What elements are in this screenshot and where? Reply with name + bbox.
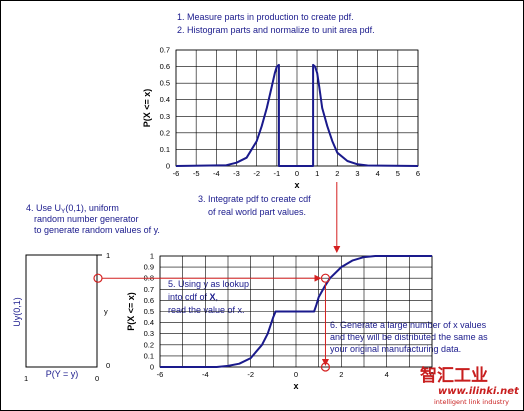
y-tick-label: 1 <box>150 252 154 261</box>
series-line <box>160 255 432 368</box>
step4-subscript: Y <box>61 208 66 215</box>
watermark: 智汇工业 www.ilinki.net intelligent link ind… <box>420 365 520 406</box>
x-tick-label: -2 <box>253 169 260 178</box>
x-tick-label: -5 <box>193 169 200 178</box>
watermark-tagline: intelligent link industry <box>434 398 509 406</box>
x-tick-label: -3 <box>233 169 240 178</box>
x-tick-label: -2 <box>247 370 254 379</box>
x-tick-label: -6 <box>157 370 164 379</box>
step5-text-line1: 5. Using y as lookup <box>168 279 249 289</box>
step4-text-line1: 4. Use UY(0,1), uniform <box>26 203 119 215</box>
uniform-tick-left-label: 1 <box>24 374 28 383</box>
y-tick-label: 0.1 <box>144 351 154 360</box>
step5-text-line3: read the value of x. <box>168 305 245 315</box>
uniform-box-xlabel: P(Y = y) <box>46 369 79 379</box>
x-tick-label: 4 <box>376 169 380 178</box>
step5-suffix: , <box>216 292 219 302</box>
lookup-circle-curve <box>320 273 331 283</box>
x-tick-label: 1 <box>315 169 319 178</box>
x-tick-label: 6 <box>416 169 420 178</box>
y-axis-label: P(X <= x) <box>142 89 152 128</box>
y-tick-label: 0.6 <box>160 62 170 71</box>
step4-suffix: (0,1), uniform <box>65 203 119 213</box>
y-tick-label: 0.1 <box>160 145 170 154</box>
step4-text-line2: random number generator <box>34 214 139 224</box>
x-axis-label: x <box>293 381 298 391</box>
step6-text-line1: 6. Generate a large number of x values <box>330 320 487 330</box>
step3-text-line1: 3. Integrate pdf to create cdf <box>198 194 311 204</box>
x-tick-label: -4 <box>202 370 209 379</box>
step4-prefix: 4. Use U <box>26 203 61 213</box>
lookup-arrows <box>93 182 341 372</box>
plot-frame <box>159 255 433 368</box>
uniform-tick-bottom-label: 0 <box>106 361 110 370</box>
y-tick-label: 0.4 <box>144 318 154 327</box>
step1-text: 1. Measure parts in production to create… <box>177 12 354 22</box>
x-tick-label: -4 <box>213 169 220 178</box>
x-tick-label: 2 <box>335 169 339 178</box>
x-tick-label: -6 <box>173 169 180 178</box>
y-tick-label: 0 <box>166 162 170 171</box>
uniform-tick-top-label: 1 <box>106 251 110 260</box>
x-tick-label: 6 <box>430 370 434 379</box>
step4-text-line3: to generate random values of y. <box>34 225 160 235</box>
step5-bold-x: X <box>210 292 216 302</box>
y-axis-label: P(X <= x) <box>126 292 136 331</box>
x-tick-label: -1 <box>273 169 280 178</box>
x-tick-label: 0 <box>295 169 299 178</box>
uniform-box <box>25 254 98 368</box>
watermark-url: www.ilinki.net <box>438 386 520 397</box>
lookup-circle-uniform <box>93 273 103 283</box>
x-tick-label: 2 <box>339 370 343 379</box>
y-tick-label: 0.7 <box>160 46 170 55</box>
y-tick-label: 0.3 <box>160 112 170 121</box>
uniform-y-label: y <box>104 307 108 316</box>
x-tick-label: 3 <box>355 169 359 178</box>
watermark-logo-text: 智汇工业 <box>420 365 488 386</box>
step3-text-line2: of real world part values. <box>208 207 306 217</box>
y-tick-label: 0.9 <box>144 263 154 272</box>
x-axis-label: x <box>294 180 299 190</box>
y-tick-label: 0.2 <box>144 340 154 349</box>
y-tick-label: 0.5 <box>160 79 170 88</box>
y-tick-label: 0.6 <box>144 296 154 305</box>
x-tick-label: 5 <box>396 169 400 178</box>
x-tick-label: 4 <box>385 370 389 379</box>
uniform-box-ylabel: Uy(0,1) <box>12 297 22 327</box>
step6-text-line3: your original manufacturing data. <box>330 344 461 354</box>
cdf-chart: -6 -4 -2 0 2 4 600.10.20.30.40.50.60.70.80.91x… <box>126 252 434 392</box>
series-line <box>175 63 419 167</box>
pdf-chart: -6 -5 -4 -3 -2 -1 0 1 2 3 4 5 6 0 0.1 0.2 0.3 0.4 0.5 0.6 0.… <box>142 46 420 191</box>
y-tick-label: 0.5 <box>144 307 154 316</box>
y-tick-label: 0 <box>150 363 154 372</box>
y-tick-label: 0.2 <box>160 128 170 137</box>
y-tick-label: 0.3 <box>144 329 154 338</box>
step5-prefix: into cdf of <box>168 292 210 302</box>
step5-text-line2: into cdf of X, <box>168 292 218 302</box>
y-tick-label: 0.7 <box>144 285 154 294</box>
uniform-tick-right-label: 0 <box>95 374 99 383</box>
x-tick-label: 0 <box>294 370 298 379</box>
y-tick-label: 0.4 <box>160 95 170 104</box>
lookup-circle-axis <box>320 362 331 372</box>
step2-text: 2. Histogram parts and normalize to unit… <box>177 25 375 35</box>
